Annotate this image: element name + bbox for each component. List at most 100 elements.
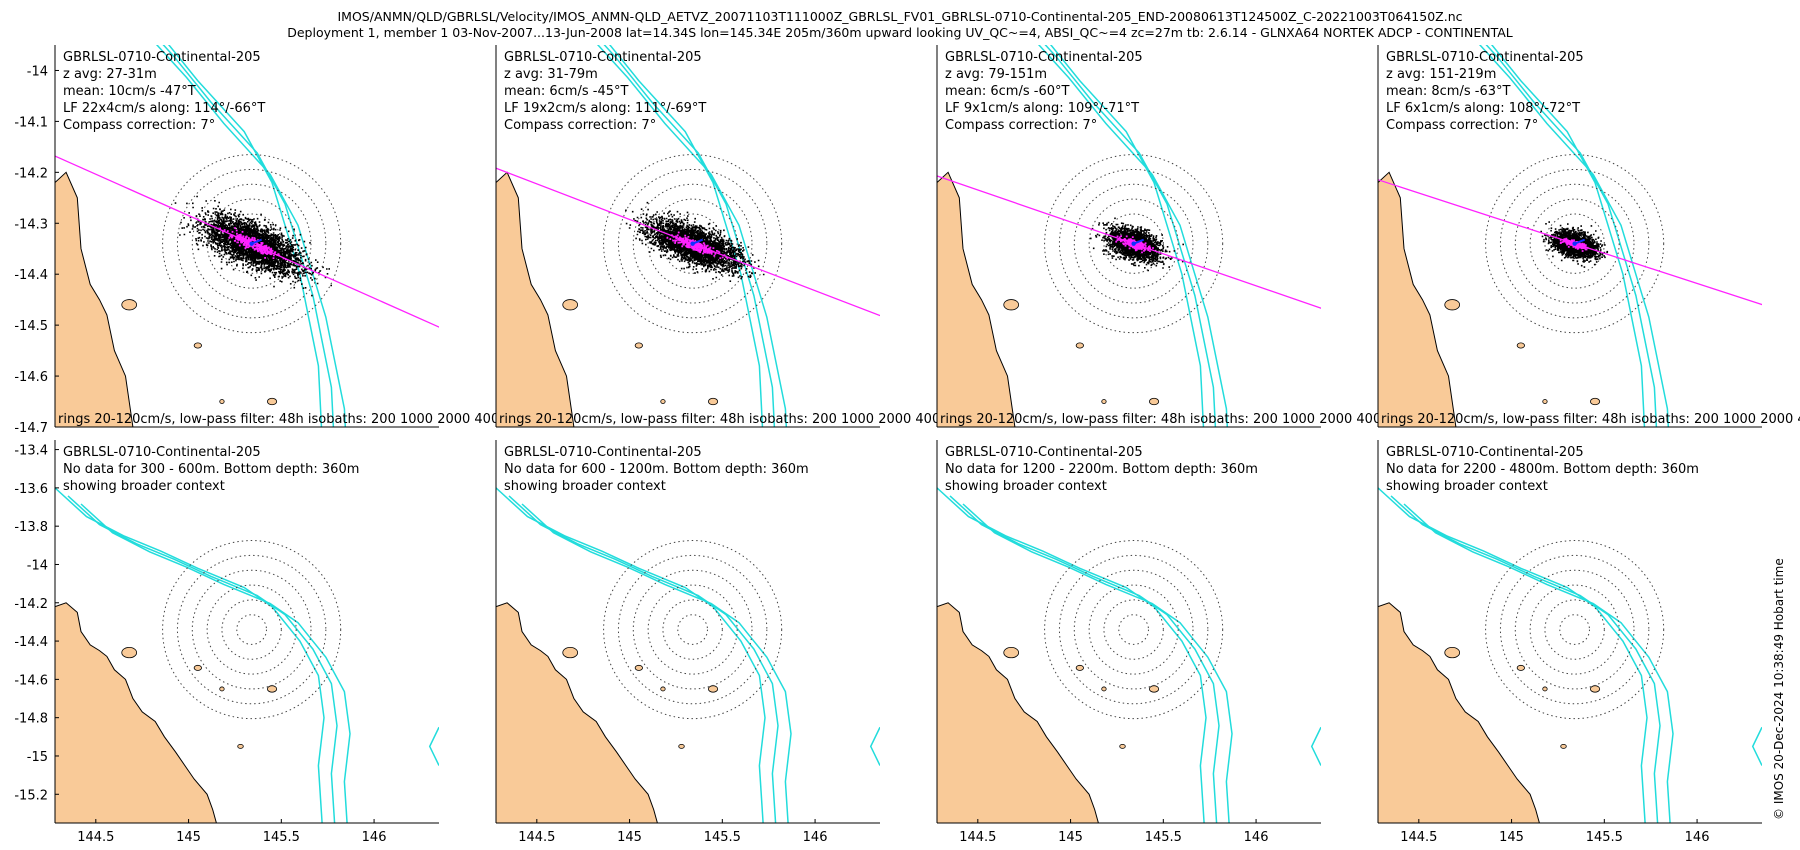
speed-ring xyxy=(206,584,297,675)
x-tick-label: 145.5 xyxy=(263,830,300,845)
panel-bottom-3: 144.5 145 145.5 146 GBRLSL-0710-Continental-… xyxy=(936,440,1321,845)
island xyxy=(1516,342,1525,349)
speed-ring xyxy=(1485,154,1665,334)
isobath-line xyxy=(521,503,792,823)
y-tick-label: -15 xyxy=(27,750,48,765)
x-tick-label: 146 xyxy=(1244,830,1269,845)
isobath-line xyxy=(596,45,788,427)
mean-marker xyxy=(1572,241,1577,246)
panel-bottom-2: 144.5 145 145.5 146 GBRLSL-0710-Continental-… xyxy=(495,440,880,845)
x-tick-label: 146 xyxy=(362,830,387,845)
panel-info-line: showing broader context xyxy=(63,479,225,494)
island xyxy=(193,664,202,671)
panel-info-line: No data for 600 - 1200m. Bottom depth: 3… xyxy=(504,462,809,477)
speed-ring xyxy=(176,554,327,705)
plot-area xyxy=(937,45,1321,427)
x-tick-label: 145 xyxy=(617,830,642,845)
speed-ring xyxy=(617,554,768,705)
speed-ring xyxy=(1544,599,1605,660)
island xyxy=(634,664,643,671)
speed-ring xyxy=(1044,154,1224,334)
island xyxy=(237,744,244,749)
speed-ring xyxy=(221,599,282,660)
speed-ring xyxy=(1559,614,1590,645)
coastline xyxy=(1378,171,1457,427)
island xyxy=(1542,399,1548,404)
speed-ring xyxy=(1058,554,1209,705)
isobath-line xyxy=(1490,45,1646,427)
isobath-line xyxy=(496,487,766,823)
panel-bottom-1: -13.4 -13.6 -13.8 -14 -14.2 -14.4 -14.6 -14.8 -1… xyxy=(14,440,439,845)
isobath-line xyxy=(1753,503,1762,605)
mean-marker xyxy=(1131,241,1136,246)
panel-info-line: Compass correction: 7° xyxy=(63,118,215,133)
speed-ring xyxy=(176,168,327,319)
speed-ring xyxy=(1044,540,1224,720)
panel-info-line: Compass correction: 7° xyxy=(945,118,1097,133)
panel-footer: rings 20-120cm/s, low-pass filter: 48h i… xyxy=(1381,412,1800,427)
speed-ring xyxy=(647,198,738,289)
isobath-line xyxy=(608,45,764,427)
panel-top-3: GBRLSL-0710-Continental-205 z avg: 79-151… xyxy=(936,45,1402,428)
speed-ring xyxy=(1073,183,1194,304)
island xyxy=(1149,397,1160,406)
coastline xyxy=(937,171,1016,427)
panel-top-4: GBRLSL-0710-Continental-205 z avg: 151-21… xyxy=(1377,45,1800,605)
x-tick-label: 145 xyxy=(1058,830,1083,845)
x-tick-label: 145 xyxy=(176,830,201,845)
island xyxy=(1444,646,1461,659)
figure-title-line1: IMOS/ANMN/QLD/GBRLSL/Velocity/IMOS_ANMN-… xyxy=(337,9,1463,24)
speed-ring xyxy=(632,569,753,690)
island xyxy=(1003,646,1020,659)
panel-info-line: Compass correction: 7° xyxy=(1386,118,1538,133)
coastline xyxy=(496,602,658,823)
island xyxy=(708,685,719,693)
speed-ring xyxy=(206,198,297,289)
island xyxy=(121,646,138,659)
isobath-line xyxy=(1478,45,1670,427)
speed-ring xyxy=(647,584,738,675)
coastline xyxy=(1378,602,1540,823)
speed-ring xyxy=(1058,168,1209,319)
speed-ring xyxy=(162,154,342,334)
y-tick-label: -14.2 xyxy=(14,166,48,181)
isobath-line xyxy=(869,726,880,766)
isobath-line xyxy=(962,503,1233,823)
speed-ring xyxy=(1529,198,1620,289)
panel-footer: rings 20-120cm/s, low-pass filter: 48h i… xyxy=(940,412,1402,427)
isobath-line xyxy=(428,726,439,766)
y-tick-label: -14.5 xyxy=(14,319,48,334)
coastline xyxy=(937,602,1099,823)
speed-ring xyxy=(1514,183,1635,304)
panel-title: GBRLSL-0710-Continental-205 xyxy=(1386,50,1584,65)
x-tick-label: 145.5 xyxy=(1145,830,1182,845)
isobath-line xyxy=(155,45,347,427)
island xyxy=(660,399,666,404)
isobath-line xyxy=(167,45,323,427)
speed-ring xyxy=(677,614,708,645)
figure-title-line2: Deployment 1, member 1 03-Nov-2007...13-… xyxy=(287,25,1513,40)
panel-top-2: GBRLSL-0710-Continental-205 z avg: 31-79m… xyxy=(495,45,961,428)
isobath-line xyxy=(949,495,1220,823)
isobath-line xyxy=(1751,726,1762,766)
panel-title: GBRLSL-0710-Continental-205 xyxy=(945,445,1143,460)
y-tick-label: -13.8 xyxy=(14,520,48,535)
speed-ring xyxy=(1544,213,1605,274)
isobath-line xyxy=(55,487,325,823)
speed-ring xyxy=(1514,569,1635,690)
y-tick-label: -14.6 xyxy=(14,370,48,385)
island xyxy=(219,399,225,404)
island xyxy=(1003,299,1020,311)
panel-info-line: z avg: 27-31m xyxy=(63,67,157,82)
y-tick-label: -14 xyxy=(27,558,48,573)
x-tick-label: 144.5 xyxy=(77,830,114,845)
y-tick-label: -13.6 xyxy=(14,482,48,497)
island xyxy=(708,397,719,406)
speed-ring xyxy=(1499,554,1650,705)
isobath-line xyxy=(162,45,335,427)
panel-info-line: mean: 6cm/s -60°T xyxy=(945,84,1069,99)
panel-title: GBRLSL-0710-Continental-205 xyxy=(63,445,261,460)
speed-ring xyxy=(221,213,282,274)
island xyxy=(1560,744,1567,749)
